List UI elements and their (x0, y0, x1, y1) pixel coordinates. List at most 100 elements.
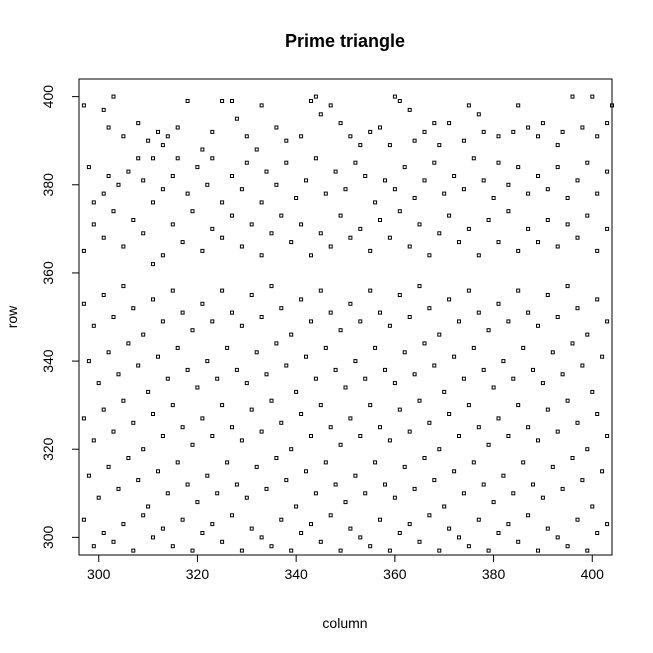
data-point (402, 165, 407, 170)
data-point (151, 535, 155, 540)
data-point (160, 253, 165, 258)
data-point (318, 231, 323, 236)
data-point (244, 495, 249, 500)
data-point (437, 447, 442, 452)
data-point (101, 531, 106, 535)
data-point (412, 486, 417, 491)
data-point (580, 363, 585, 368)
data-point (96, 381, 101, 386)
data-point (215, 376, 220, 381)
data-point (294, 389, 299, 394)
data-point (531, 482, 535, 487)
data-point (141, 447, 146, 452)
data-point (141, 332, 146, 337)
data-point (190, 209, 195, 214)
data-point (555, 165, 560, 170)
data-point (249, 407, 254, 412)
y-tick-label: 380 (40, 173, 56, 197)
data-point (368, 544, 373, 549)
data-point (190, 442, 195, 447)
data-point (234, 367, 239, 372)
data-point (417, 539, 422, 544)
data-point (264, 169, 269, 174)
data-point (269, 284, 274, 289)
data-point (461, 491, 466, 496)
data-point (545, 187, 550, 192)
data-point (313, 376, 318, 381)
data-point (550, 350, 555, 355)
data-point (378, 517, 382, 522)
data-point (220, 200, 225, 205)
data-point (595, 134, 600, 139)
data-point (363, 376, 368, 381)
data-point (269, 231, 274, 236)
x-tick-label: 340 (284, 566, 308, 582)
data-point (175, 125, 180, 130)
data-point (175, 345, 180, 350)
data-point (309, 434, 313, 438)
data-point (407, 429, 412, 434)
data-point (333, 482, 338, 487)
data-point (565, 398, 570, 403)
data-point (555, 143, 560, 148)
data-point (555, 535, 560, 540)
data-point (86, 165, 91, 170)
data-point (526, 226, 531, 231)
data-point (136, 363, 141, 368)
data-point (432, 121, 437, 126)
data-point (447, 412, 452, 416)
data-point (200, 248, 205, 253)
data-point (200, 531, 205, 535)
data-point (230, 213, 234, 218)
data-point (81, 517, 86, 522)
data-point (170, 222, 175, 227)
data-point (200, 301, 205, 306)
data-point (180, 310, 185, 315)
data-point (126, 341, 131, 346)
data-point (521, 460, 526, 465)
data-point (565, 196, 570, 200)
data-point (545, 526, 550, 531)
data-point (220, 99, 225, 103)
data-point (234, 482, 239, 487)
data-point (575, 420, 580, 425)
data-point (417, 222, 422, 227)
data-point (516, 103, 521, 108)
data-point (289, 332, 294, 337)
data-point (378, 218, 382, 222)
data-point (363, 174, 368, 178)
data-point (249, 526, 254, 531)
data-point (299, 222, 304, 227)
data-point (156, 469, 160, 474)
data-point (230, 513, 234, 518)
data-point (437, 143, 442, 148)
data-point (225, 460, 230, 465)
data-point (580, 125, 585, 130)
data-point (274, 456, 279, 460)
data-point (605, 169, 610, 174)
data-point (516, 165, 521, 170)
data-point (91, 200, 96, 205)
data-point (605, 319, 610, 324)
data-point (254, 464, 259, 469)
data-point (200, 416, 205, 421)
data-point (383, 178, 387, 183)
data-point (210, 319, 215, 324)
data-point (521, 345, 526, 350)
data-point (511, 129, 516, 134)
data-point (397, 293, 402, 297)
data-point (195, 165, 200, 170)
data-point (452, 469, 457, 474)
data-point (536, 174, 540, 178)
data-point (274, 125, 279, 130)
data-point (353, 160, 358, 165)
data-point (239, 244, 244, 249)
data-point (437, 332, 442, 337)
data-point (481, 178, 486, 183)
data-point (91, 544, 96, 549)
data-point (141, 231, 146, 236)
data-point (353, 473, 358, 478)
data-point (294, 504, 299, 509)
data-point (244, 160, 249, 165)
data-point (338, 213, 343, 218)
